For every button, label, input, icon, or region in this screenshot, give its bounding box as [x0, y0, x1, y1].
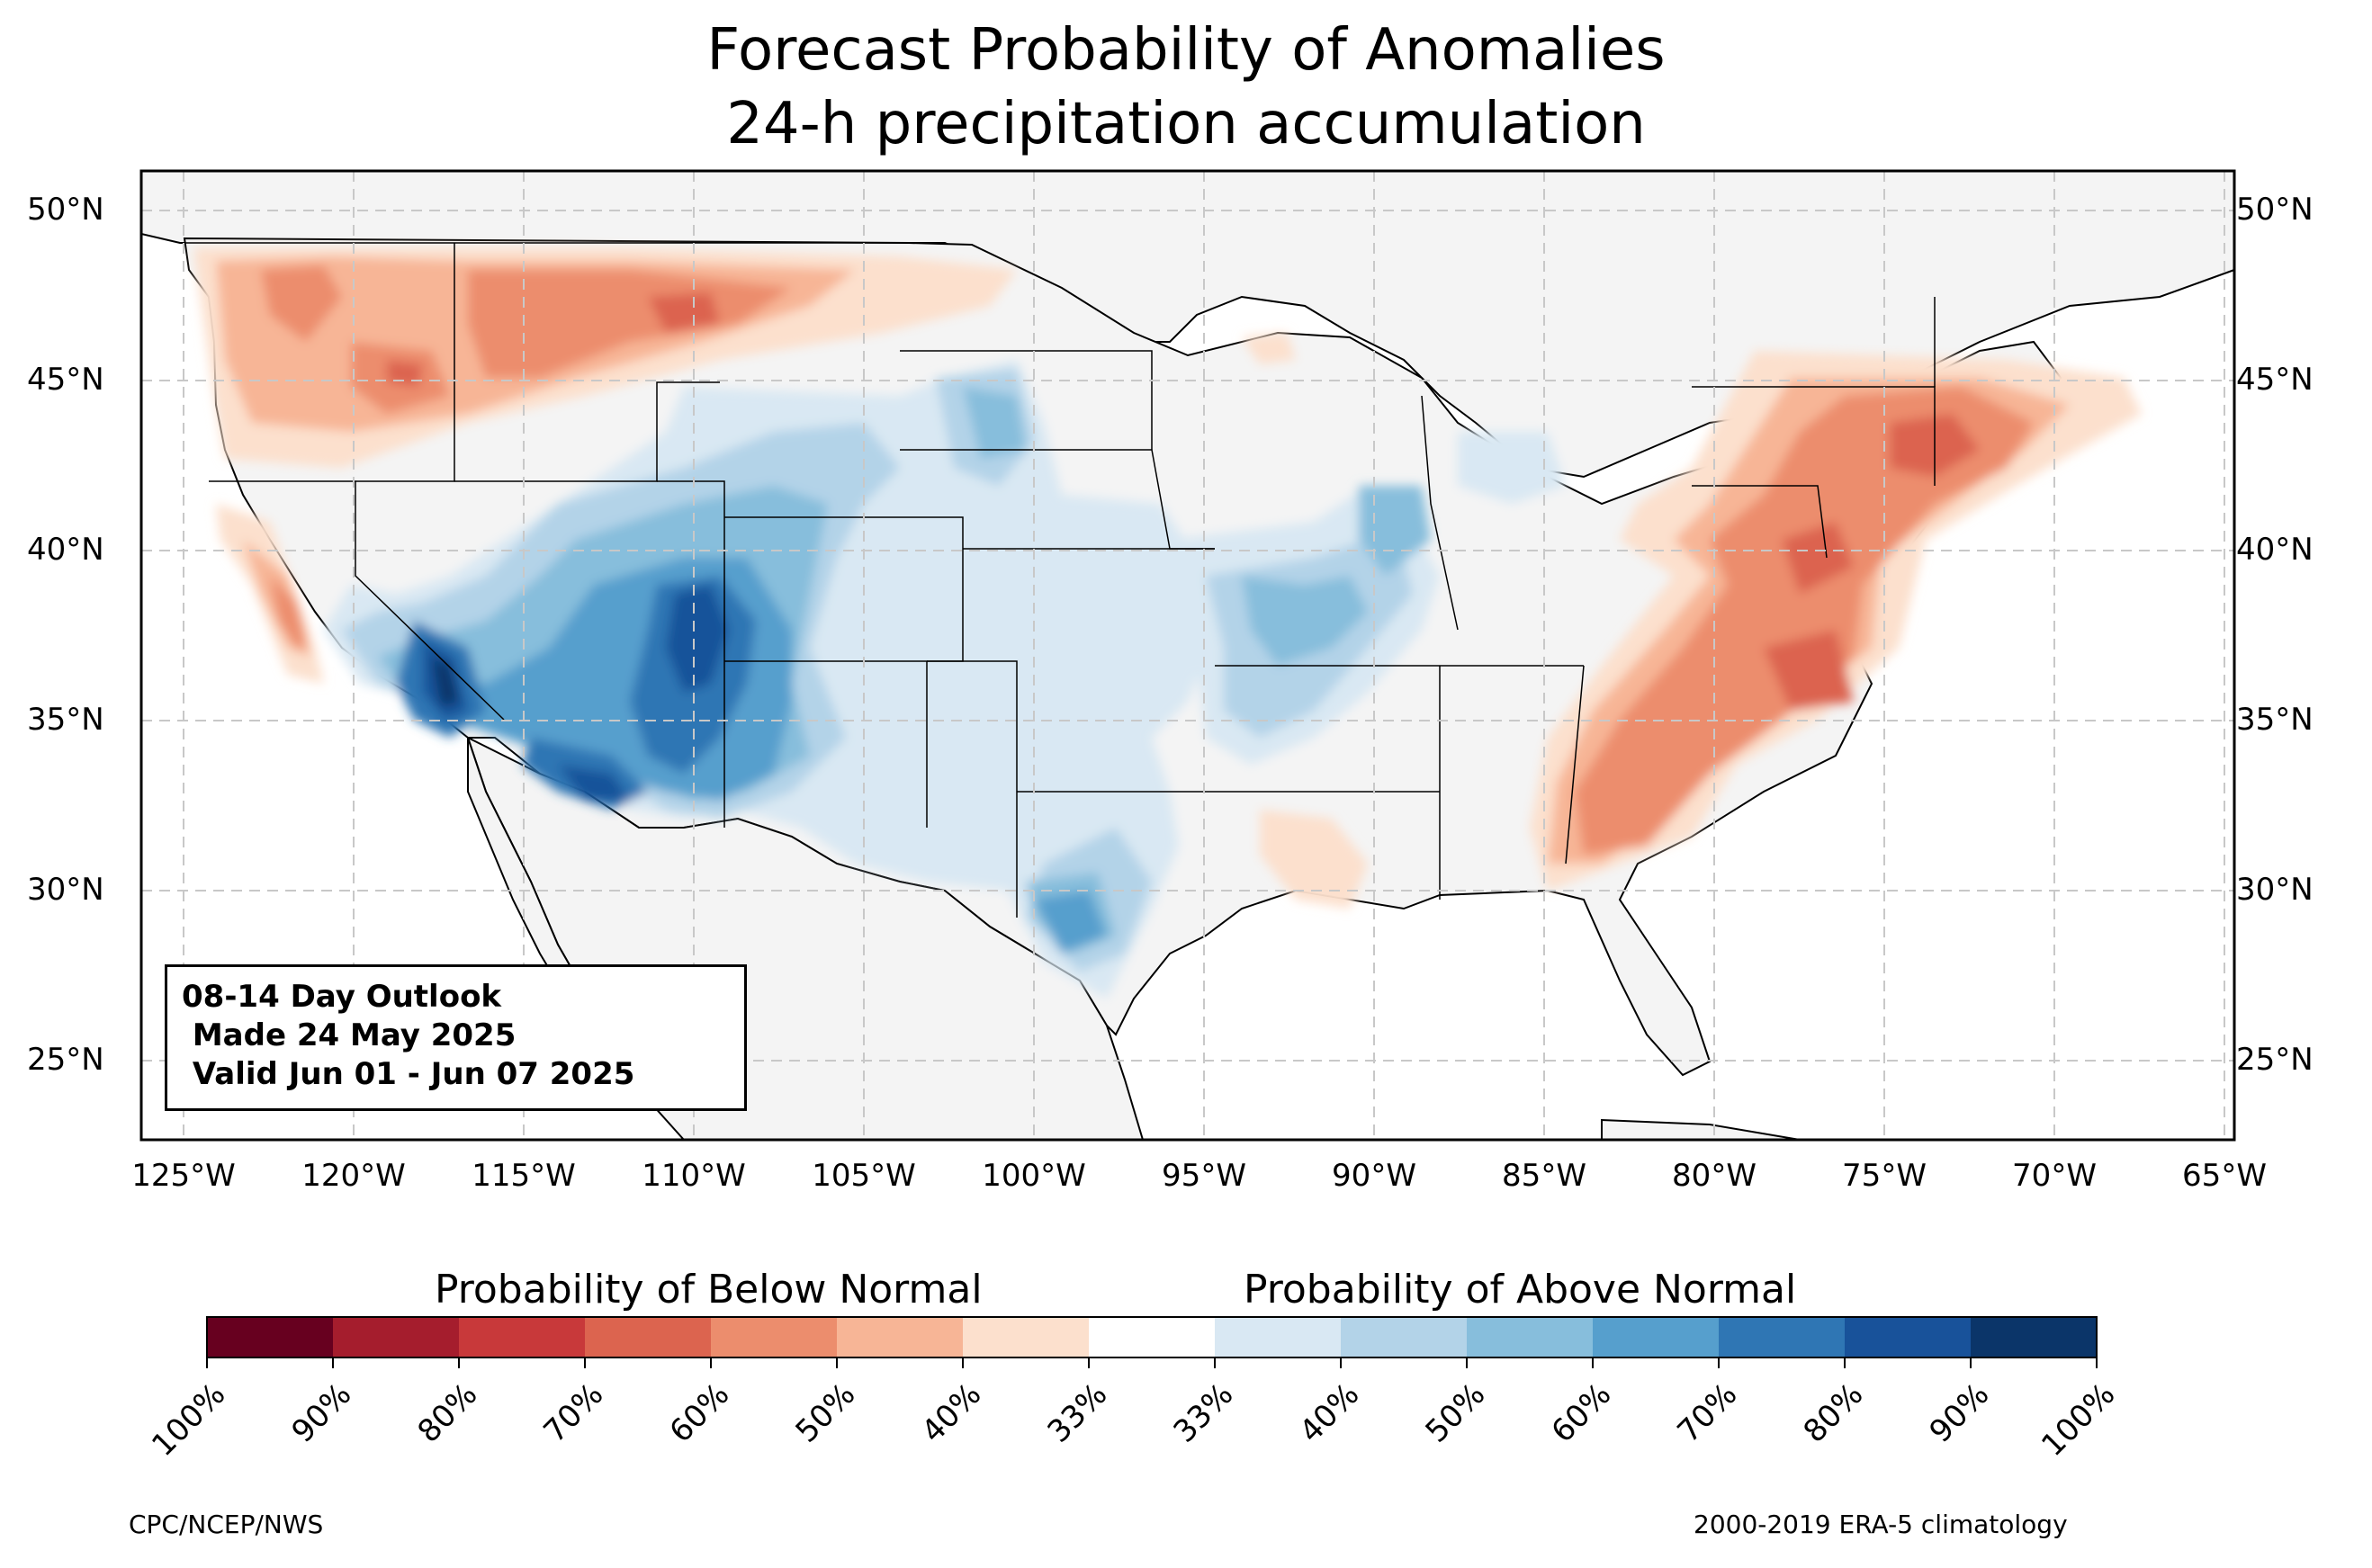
lat-label-25n-right: 25°N	[2236, 1042, 2314, 1078]
lat-label-30n-right: 30°N	[2236, 872, 2314, 908]
credit-right: 2000-2019 ERA-5 climatology	[1694, 1510, 2068, 1539]
lat-label-50n-right: 50°N	[2236, 192, 2314, 228]
colorbar-swatch	[711, 1317, 838, 1357]
chart-title-line2: 24-h precipitation accumulation	[726, 91, 1646, 157]
credit-left: CPC/NCEP/NWS	[129, 1510, 324, 1539]
below-normal-60	[387, 292, 1980, 711]
state-borders	[184, 242, 1936, 918]
colorbar-swatch	[1341, 1317, 1468, 1357]
colorbar-swatch	[1593, 1317, 1720, 1357]
colorbar-swatch	[1971, 1317, 2098, 1357]
lon-label-75w: 75°W	[1842, 1158, 1927, 1194]
colorbar-below-label: Probability of Below Normal	[435, 1267, 983, 1313]
lon-label-80w: 80°W	[1672, 1158, 1757, 1194]
outlook-valid-range: Valid Jun 01 - Jun 07 2025	[182, 1056, 635, 1092]
colorbar-frame	[206, 1316, 2098, 1358]
colorbar-swatch	[1215, 1317, 1342, 1357]
lon-label-90w: 90°W	[1332, 1158, 1416, 1194]
lat-label-40n-right: 40°N	[2236, 532, 2314, 568]
lon-label-95w: 95°W	[1162, 1158, 1246, 1194]
colorbar-swatch	[837, 1317, 964, 1357]
outlook-info-box: 08-14 Day Outlook Made 24 May 2025 Valid…	[165, 964, 747, 1111]
above-normal-90	[432, 657, 459, 706]
anomaly-shading	[193, 247, 2142, 999]
map-frame	[139, 169, 2236, 1142]
lat-label-45n-left: 45°N	[27, 362, 104, 398]
colorbar-swatch	[585, 1317, 712, 1357]
lon-label-120w: 120°W	[301, 1158, 406, 1194]
outlook-made-date: Made 24 May 2025	[182, 1017, 517, 1053]
lon-label-110w: 110°W	[642, 1158, 746, 1194]
colorbar-swatch	[1719, 1317, 1846, 1357]
colorbar-swatch	[207, 1317, 334, 1357]
lon-label-100w: 100°W	[982, 1158, 1086, 1194]
lat-label-30n-left: 30°N	[27, 872, 104, 908]
chart-title-line1: Forecast Probability of Anomalies	[706, 17, 1666, 84]
colorbar-above-label: Probability of Above Normal	[1244, 1267, 1797, 1313]
lat-label-25n-left: 25°N	[27, 1042, 104, 1078]
lat-label-50n-left: 50°N	[27, 192, 104, 228]
lon-label-65w: 65°W	[2182, 1158, 2267, 1194]
lon-label-115w: 115°W	[472, 1158, 576, 1194]
colorbar-swatch	[459, 1317, 586, 1357]
colorbar-swatch	[1089, 1317, 1216, 1357]
colorbar-swatch	[963, 1317, 1090, 1357]
outlook-period: 08-14 Day Outlook	[182, 979, 502, 1015]
lat-label-40n-left: 40°N	[27, 532, 104, 568]
cuba-landmass	[1601, 1118, 1801, 1140]
lon-label-125w: 125°W	[131, 1158, 236, 1194]
lat-label-45n-right: 45°N	[2236, 362, 2314, 398]
lon-label-85w: 85°W	[1502, 1158, 1586, 1194]
colorbar-swatch	[1467, 1317, 1594, 1357]
colorbar-swatch	[1845, 1317, 1972, 1357]
lat-label-35n-right: 35°N	[2236, 702, 2314, 738]
colorbar	[206, 1316, 2098, 1368]
lon-label-70w: 70°W	[2012, 1158, 2097, 1194]
lon-label-105w: 105°W	[812, 1158, 916, 1194]
lat-label-35n-left: 35°N	[27, 702, 104, 738]
colorbar-swatch	[333, 1317, 460, 1357]
